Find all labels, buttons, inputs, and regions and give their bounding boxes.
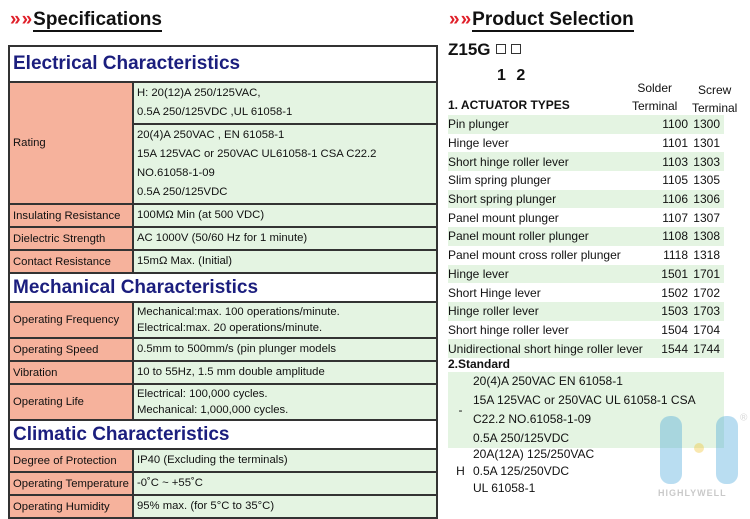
actuator-name: Panel mount plunger (448, 210, 559, 225)
highlywell-logo: HIGHLYWELL ® (654, 410, 750, 503)
standard-code: - (458, 402, 463, 417)
speed-value: 0.5mm to 500mm/s (pin plunger models (131, 337, 439, 362)
actuator-solder: 1544 (661, 341, 688, 356)
actuator-types-heading: 1. ACTUATOR TYPES (448, 98, 570, 112)
actuator-solder: 1503 (661, 304, 688, 319)
actuator-screw: 1308 (693, 229, 720, 244)
actuator-screw: 1301 (693, 136, 720, 151)
specifications-table: Electrical Characteristics Rating H: 20(… (8, 45, 439, 519)
actuator-row: Slim spring plunger 1105 1305 (448, 171, 724, 190)
rating-h-value: H: 20(12)A 250/125VAC, 0.5A 250/125VDC ,U… (131, 81, 439, 125)
life-label: Operating Life (8, 383, 134, 421)
position-1-box (495, 44, 506, 54)
actuator-row: Hinge lever 1501 1701 (448, 264, 724, 284)
actuator-screw: 1300 (693, 117, 720, 132)
actuator-name: Short hinge roller lever (448, 322, 569, 337)
insulating-label: Insulating Resistance (8, 203, 134, 228)
standard-code: H (456, 464, 465, 478)
actuator-solder: 1504 (661, 322, 688, 337)
svg-text:®: ® (740, 412, 748, 423)
actuator-solder: 1118 (663, 248, 688, 263)
position-2-box (510, 44, 521, 54)
actuator-screw: 1318 (693, 248, 720, 263)
actuator-solder: 1100 (662, 117, 688, 132)
actuator-name: Panel mount roller plunger (448, 229, 589, 244)
contact-value: 15mΩ Max. (Initial) (131, 249, 439, 274)
actuator-solder: 1108 (662, 229, 688, 244)
climatic-heading: Climatic Characteristics (8, 419, 438, 450)
svg-text:HIGHLYWELL: HIGHLYWELL (658, 488, 727, 498)
insulating-value: 100MΩ Min (at 500 VDC) (131, 203, 439, 228)
standard-row-default: -20(4)A 250VAC EN 61058-1 15A 125VAC or 2… (448, 372, 724, 448)
actuator-name: Short Hinge lever (448, 285, 541, 300)
actuator-row: Panel mount roller plunger 1108 1308 (448, 227, 724, 246)
actuator-screw: 1306 (693, 192, 720, 207)
actuator-solder: 1101 (662, 136, 688, 151)
actuator-solder: 1502 (661, 285, 688, 300)
actuator-solder: 1501 (661, 266, 688, 281)
actuator-row: Short hinge roller lever 1504 1704 (448, 321, 724, 340)
actuator-name: Slim spring plunger (448, 173, 551, 188)
position-numbers: 1 2 (497, 67, 526, 84)
actuator-row: Panel mount cross roller plunger 1118 1318 (448, 246, 724, 265)
actuator-name: Panel mount cross roller plunger (448, 248, 621, 263)
screw-terminal-header: Screw Terminal (692, 83, 738, 115)
protection-value: IP40 (Excluding the terminals) (131, 448, 439, 473)
actuator-name: Unidirectional short hinge roller lever (448, 341, 643, 356)
mechanical-heading: Mechanical Characteristics (8, 272, 438, 303)
actuator-screw: 1305 (693, 173, 720, 188)
life-value: Electrical: 100,000 cycles. Mechanical: 1… (131, 383, 439, 421)
actuator-row: Panel mount plunger 1107 1307 (448, 208, 724, 227)
actuator-screw: 1307 (693, 210, 720, 225)
actuator-row: Hinge lever 1101 1301 (448, 134, 724, 153)
speed-label: Operating Speed (8, 337, 134, 362)
protection-label: Degree of Protection (8, 448, 134, 473)
humidity-value: 95% max. (for 5°C to 35°C) (131, 494, 439, 519)
actuator-table: Pin plunger 1100 1300 Hinge lever 1101 1301 Sh… (448, 115, 724, 358)
temperature-label: Operating Temperature (8, 471, 134, 496)
actuator-name: Short spring plunger (448, 192, 557, 207)
contact-label: Contact Resistance (8, 249, 134, 274)
standard-heading: 2.Standard (448, 357, 511, 371)
actuator-row: Short spring plunger 1106 1306 (448, 189, 724, 209)
actuator-screw: 1701 (693, 266, 720, 281)
actuator-row: Short Hinge lever 1502 1702 (448, 283, 724, 302)
actuator-screw: 1703 (693, 304, 720, 319)
vibration-label: Vibration (8, 360, 134, 385)
temperature-value: -0˚C ~ +55˚C (131, 471, 439, 496)
frequency-value: Mechanical:max. 100 operations/minute. El… (131, 301, 439, 339)
actuator-screw: 1744 (693, 341, 720, 356)
actuator-name: Hinge roller lever (448, 304, 539, 319)
actuator-name: Hinge lever (448, 266, 509, 281)
actuator-name: Hinge lever (448, 136, 509, 151)
standard-row-h: H 20A(12A) 125/250VAC 0.5A 125/250VDC UL 61… (448, 446, 724, 497)
actuator-solder: 1105 (662, 173, 688, 188)
humidity-label: Operating Humidity (8, 494, 134, 519)
actuator-row: Hinge roller lever 1503 1703 (448, 301, 724, 321)
actuator-screw: 1303 (693, 154, 720, 169)
actuator-row: Unidirectional short hinge roller lever 1… (448, 339, 724, 358)
model-code: Z15G (448, 40, 521, 60)
specifications-title: »» Specifications (10, 9, 162, 32)
frequency-label: Operating Frequency (8, 301, 134, 339)
actuator-name: Short hinge roller lever (448, 154, 569, 169)
vibration-value: 10 to 55Hz, 1.5 mm double amplitude (131, 360, 439, 385)
actuator-screw: 1702 (693, 285, 720, 300)
rating-label: Rating (8, 81, 134, 205)
actuator-name: Pin plunger (448, 117, 509, 132)
dielectric-value: AC 1000V (50/60 Hz for 1 minute) (131, 226, 439, 251)
electrical-heading: Electrical Characteristics (8, 45, 438, 83)
actuator-solder: 1107 (662, 210, 688, 225)
rating-std-value: 20(4)A 250VAC , EN 61058-1 15A 125VAC or … (131, 123, 439, 205)
actuator-solder: 1106 (662, 192, 688, 207)
actuator-row: Pin plunger 1100 1300 (448, 115, 724, 134)
actuator-row: Short hinge roller lever 1103 1303 (448, 152, 724, 172)
solder-terminal-header: Solder Terminal (632, 81, 678, 113)
actuator-screw: 1704 (693, 322, 720, 337)
dielectric-label: Dielectric Strength (8, 226, 134, 251)
product-selection-title: »» Product Selection (449, 9, 634, 32)
actuator-solder: 1103 (662, 154, 688, 169)
